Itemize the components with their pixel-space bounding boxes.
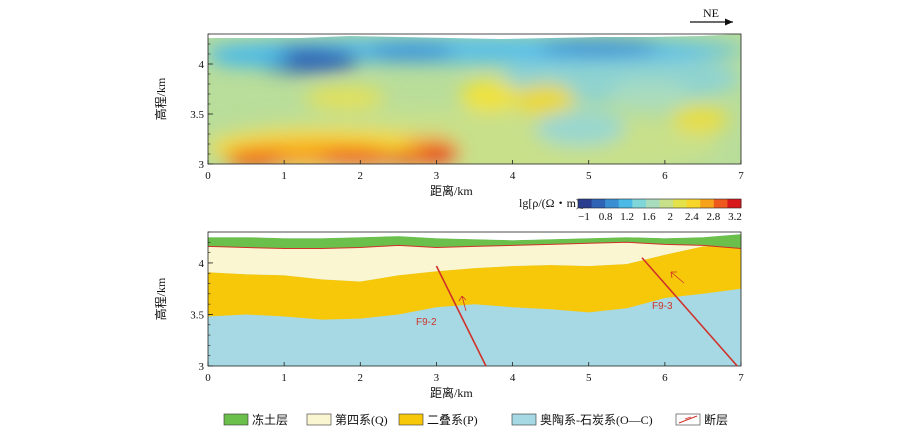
x-tick-label: 6 xyxy=(662,170,668,182)
x-tick-label: 4 xyxy=(510,170,516,182)
colorbar-tick-label: 1.6 xyxy=(642,211,656,223)
layer-quaternary xyxy=(208,242,741,282)
colorbar-swatch xyxy=(686,199,701,208)
colorbar-tick-label: 1.2 xyxy=(620,211,634,223)
colorbar-swatch xyxy=(632,199,647,208)
legend-label: 冻土层 xyxy=(252,412,288,427)
y-tick-label: 3 xyxy=(199,361,205,373)
legend-swatch xyxy=(306,413,332,426)
colorbar-ticks: −1 0.8 1.2 1.6 2 2.4 2.8 3.2 xyxy=(578,211,742,223)
legend-label: 第四系(Q) xyxy=(335,413,388,427)
layer-permafrost xyxy=(208,234,741,249)
x-tick-label: 1 xyxy=(281,372,287,384)
colorbar-swatch xyxy=(673,199,688,208)
x-tick-label: 0 xyxy=(205,372,211,384)
heatmap-blobs xyxy=(208,36,741,164)
colorbar-tick-label: 2.4 xyxy=(685,211,699,223)
y-tick-label: 3.5 xyxy=(190,109,204,121)
bottom-axes: 0 1 2 3 4 5 6 7 3 3.5 4 xyxy=(190,231,744,384)
y-tick-label: 3.5 xyxy=(190,309,204,321)
x-tick-label: 6 xyxy=(662,372,668,384)
x-tick-label: 1 xyxy=(281,170,287,182)
legend-swatch xyxy=(511,413,537,426)
top-ylabel: 高程/km xyxy=(153,77,168,120)
x-tick-label: 7 xyxy=(738,372,744,384)
x-tick-label: 3 xyxy=(434,170,440,182)
legend-swatch xyxy=(223,413,249,426)
quaternary-boundary-line xyxy=(208,241,741,249)
bottom-xlabel: 距离/km xyxy=(430,385,473,400)
legend-label: 断层 xyxy=(704,412,728,427)
colorbar-tick-label: 3.2 xyxy=(728,211,742,223)
x-tick-label: 4 xyxy=(510,372,516,384)
direction-label: NE xyxy=(703,6,719,20)
colorbar-swatch xyxy=(700,199,715,208)
top-axes: 0 1 2 3 4 5 6 7 3 3.5 4 xyxy=(190,33,744,182)
y-tick-label: 4 xyxy=(199,258,205,270)
fault-label-f9-2: F9-2 xyxy=(416,317,437,328)
colorbar: lg[ρ/(Ω・m)] −1 0.8 1.2 1.6 2 2.4 2.8 3.2 xyxy=(519,196,742,223)
colorbar-swatch xyxy=(605,199,620,208)
x-tick-label: 5 xyxy=(586,372,592,384)
fault-icon xyxy=(678,415,698,424)
colorbar-swatch xyxy=(713,199,728,208)
x-tick-label: 0 xyxy=(205,170,211,182)
colorbar-swatch xyxy=(659,199,674,208)
top-frame xyxy=(207,33,742,165)
top-xlabel: 距离/km xyxy=(430,183,473,198)
direction-arrow: NE xyxy=(690,6,733,26)
colorbar-swatch xyxy=(578,199,593,208)
bottom-ylabel: 高程/km xyxy=(153,277,168,320)
top-heatmap xyxy=(208,34,741,164)
colorbar-tick-label: 0.8 xyxy=(599,211,613,223)
x-tick-label: 5 xyxy=(586,170,592,182)
colorbar-tick-label: 2.8 xyxy=(707,211,721,223)
x-tick-label: 2 xyxy=(358,372,364,384)
bottom-frame xyxy=(207,231,742,367)
fault-f9-2: F9-2 xyxy=(416,265,487,367)
y-tick-label: 3 xyxy=(199,159,205,171)
colorbar-swatch xyxy=(591,199,606,208)
legend-label: 奥陶系-石炭系(O—C) xyxy=(540,412,653,427)
layer-permian xyxy=(208,244,741,320)
colorbar-tick-label: 2 xyxy=(668,211,674,223)
colorbar-tick-label: −1 xyxy=(578,211,590,223)
legend: 冻土层 第四系(Q) 二叠系(P) 奥陶系-石炭系(O—C) 断层 xyxy=(223,412,728,427)
y-tick-label: 4 xyxy=(199,59,205,71)
colorbar-swatch xyxy=(618,199,633,208)
colorbar-swatches xyxy=(577,198,742,209)
bottom-section xyxy=(208,232,741,366)
x-tick-label: 2 xyxy=(358,170,364,182)
x-tick-label: 7 xyxy=(738,170,744,182)
fault-f9-3: F9-3 xyxy=(641,257,738,367)
colorbar-swatch xyxy=(727,199,742,208)
fault-label-f9-3: F9-3 xyxy=(652,301,673,312)
x-tick-label: 3 xyxy=(434,372,440,384)
colorbar-swatch xyxy=(645,199,660,208)
legend-label: 二叠系(P) xyxy=(427,413,478,427)
legend-swatch xyxy=(398,413,424,426)
colorbar-title: lg[ρ/(Ω・m)] xyxy=(519,196,584,210)
